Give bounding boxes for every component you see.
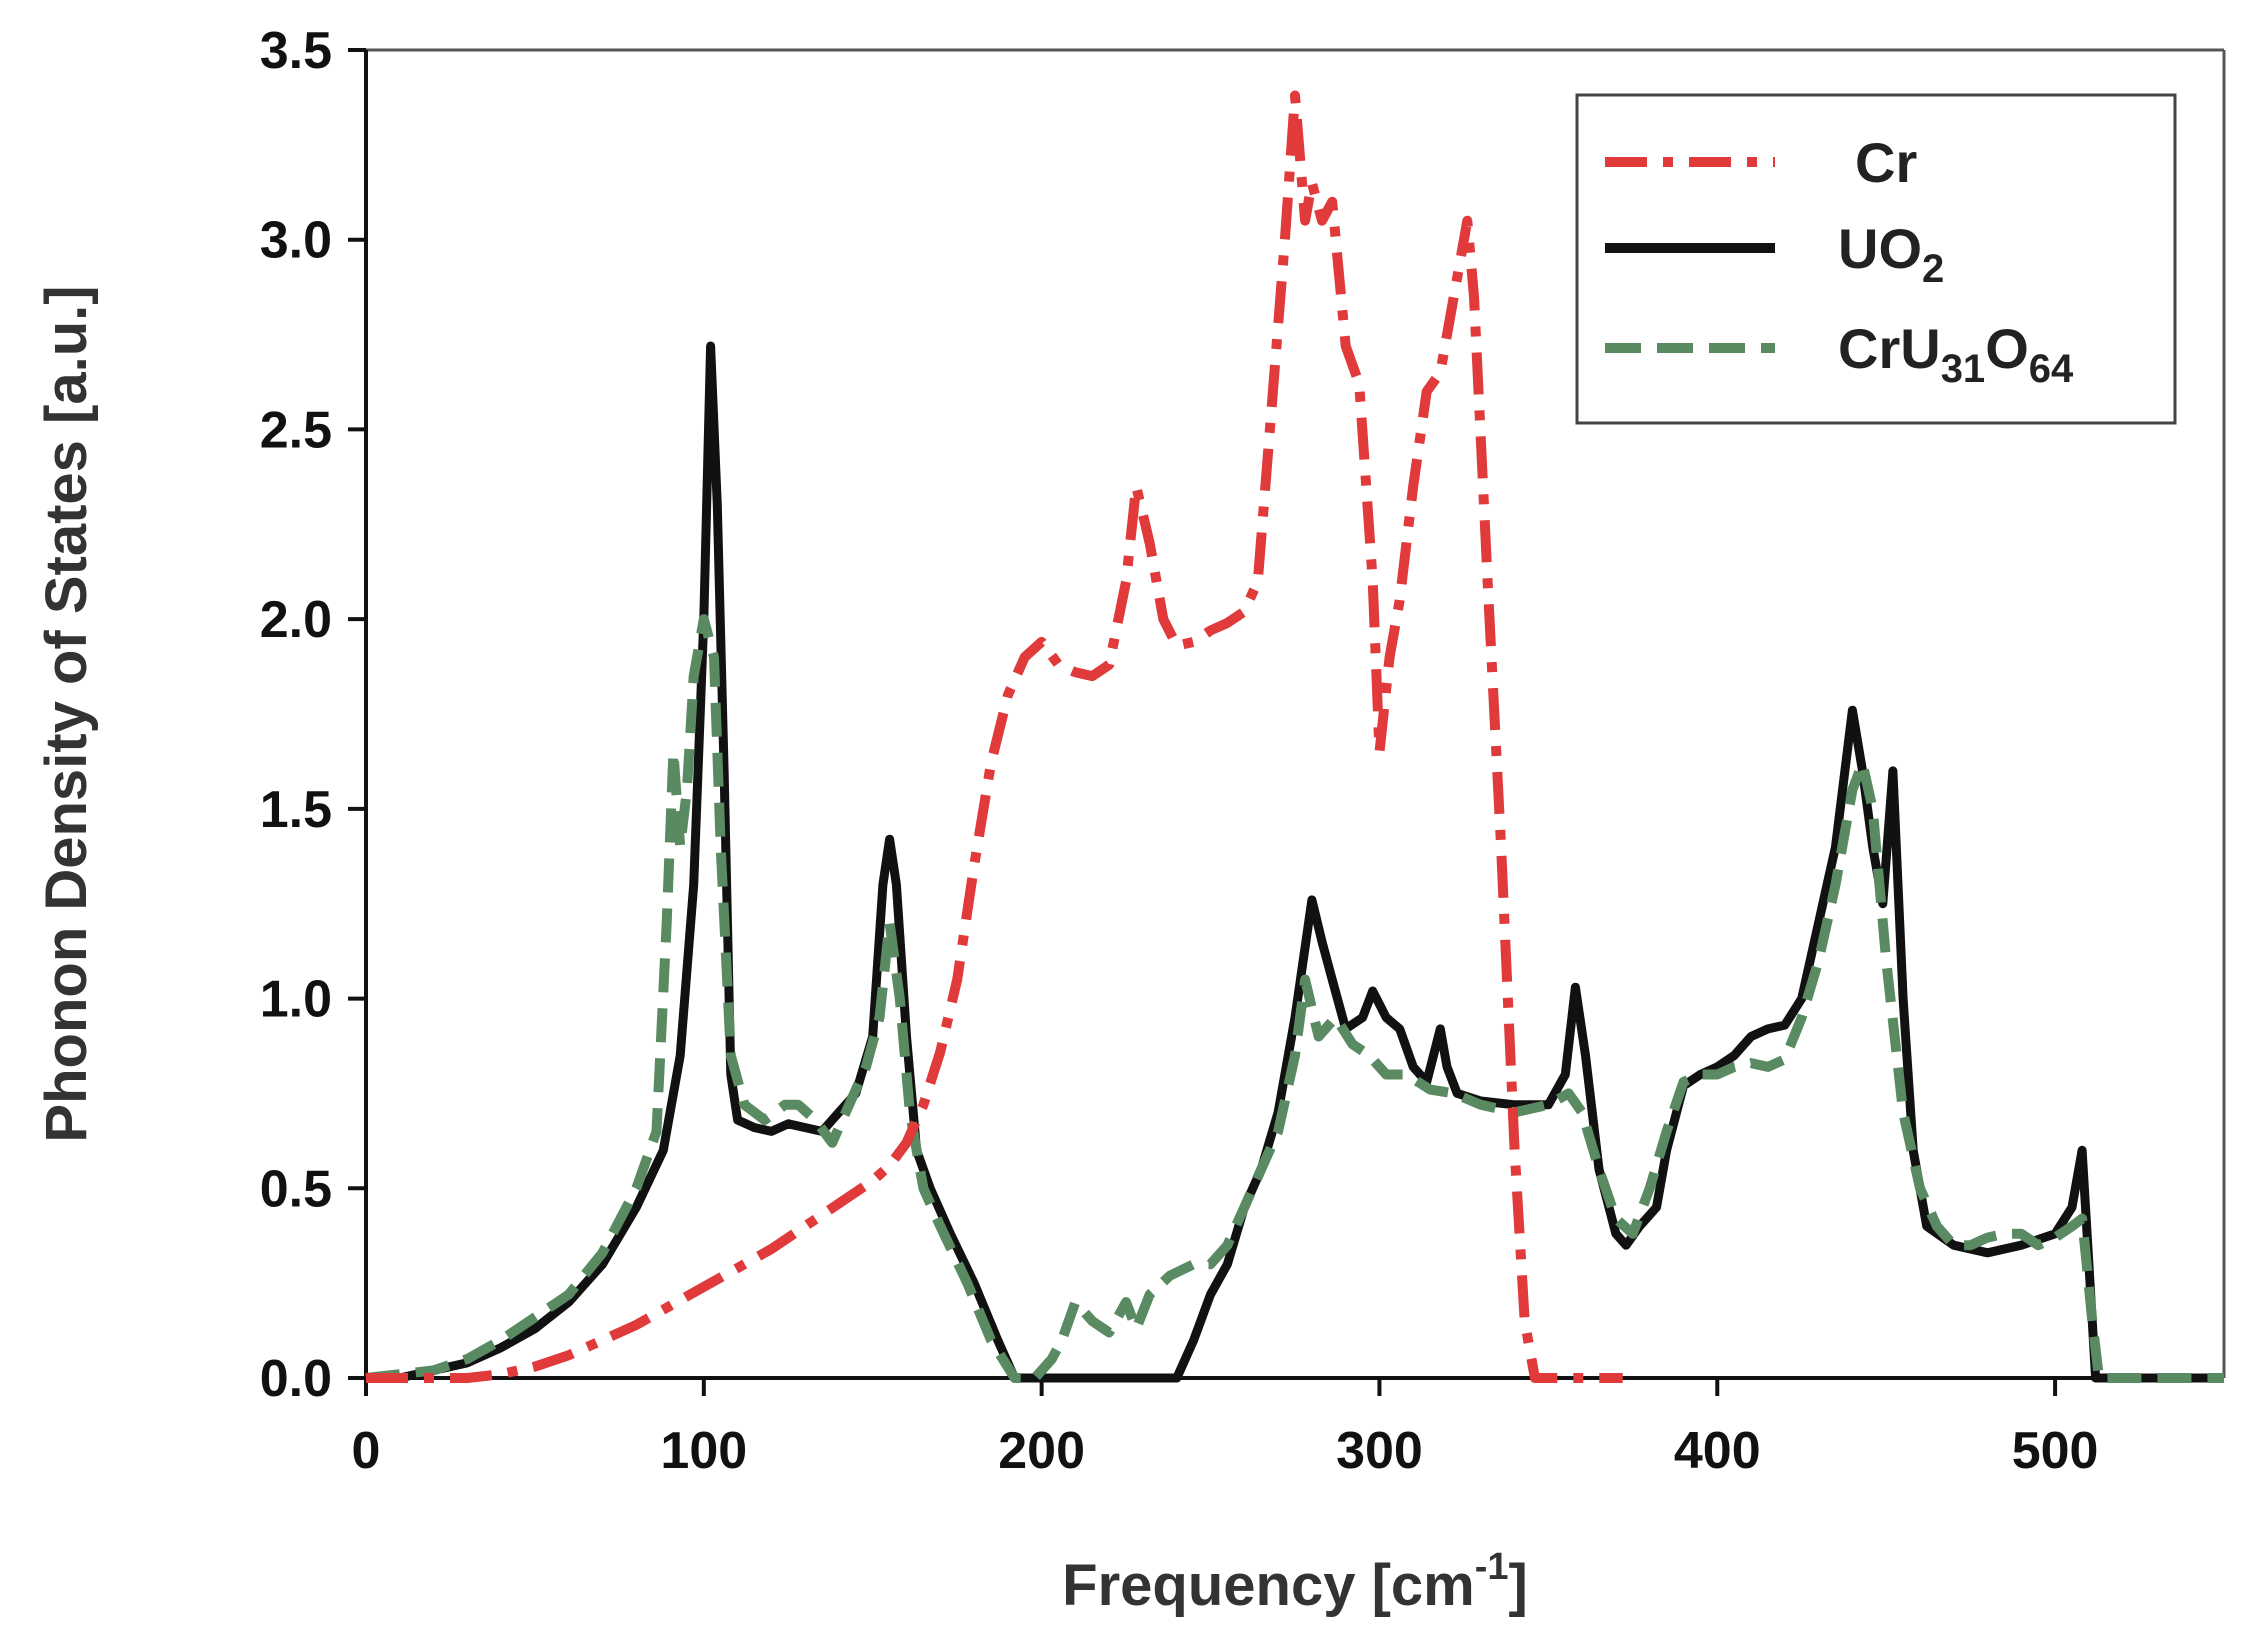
legend-label-cru31o64: CrU31O64: [1838, 317, 2074, 391]
axis-ticks: 0 100 200 300 400 500 0.0 0.5 1.0 1.5 2.0 2.5 3.0 3.5: [260, 22, 2099, 1480]
y-tick-label: 0.0: [260, 1350, 332, 1408]
x-tick-label: 300: [1336, 1422, 1423, 1480]
y-tick-label: 1.0: [260, 971, 332, 1029]
x-tick-label: 400: [1674, 1422, 1761, 1480]
legend-label-cr: Cr: [1855, 131, 1917, 194]
legend-label-uo2-main: UO: [1838, 217, 1922, 280]
legend-label-cr-text: Cr: [1855, 131, 1917, 194]
x-axis-title-main: Frequency [cm: [1062, 1553, 1475, 1618]
x-axis-title-sup: -1: [1475, 1546, 1509, 1588]
y-tick-label: 1.5: [260, 781, 332, 839]
x-tick-label: 0: [352, 1422, 381, 1480]
legend-label-cru31o64-b: O: [1985, 317, 2029, 380]
legend-label-cru31o64-sub1: 31: [1941, 347, 1986, 391]
series-line-cr: [366, 90, 1623, 1383]
legend: Cr UO2 CrU31O64: [1575, 93, 2177, 425]
legend-label-uo2-sub: 2: [1922, 247, 1944, 291]
series-layer: [365, 90, 2224, 1383]
x-tick-label: 500: [2012, 1422, 2099, 1480]
x-axis-title: Frequency [cm-1]: [1062, 1546, 1528, 1618]
y-tick-label: 2.5: [260, 401, 332, 459]
legend-box: [1575, 93, 2177, 425]
series-line-uo2: [366, 341, 2224, 1383]
y-tick-label: 0.5: [260, 1160, 332, 1218]
legend-label-cru31o64-sub2: 64: [2029, 347, 2074, 391]
y-axis-title: Phonon Density of States [a.u.]: [34, 285, 99, 1142]
legend-item-cru31o64: CrU31O64: [1605, 317, 2074, 391]
x-tick-label: 100: [660, 1422, 747, 1480]
series-line-cru31o64: [365, 614, 2224, 1383]
legend-label-uo2: UO2: [1838, 217, 1944, 291]
legend-item-uo2: UO2: [1605, 217, 1944, 291]
legend-label-cru31o64-a: CrU: [1838, 317, 1941, 380]
x-tick-label: 200: [998, 1422, 1085, 1480]
y-tick-label: 3.5: [260, 22, 332, 80]
legend-item-cr: Cr: [1605, 131, 1917, 194]
y-tick-label: 2.0: [260, 591, 332, 649]
y-tick-label: 3.0: [260, 212, 332, 270]
x-axis-title-end: ]: [1509, 1553, 1528, 1618]
